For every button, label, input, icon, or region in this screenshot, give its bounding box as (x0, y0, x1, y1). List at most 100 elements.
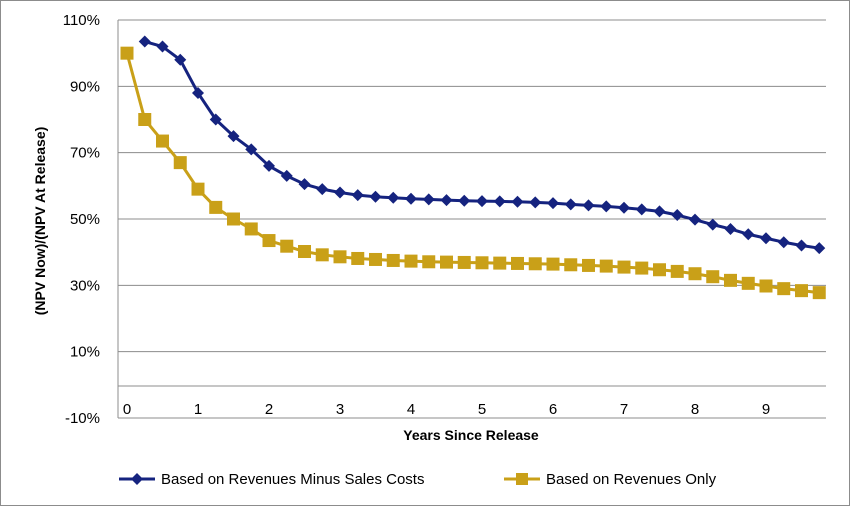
data-point (120, 46, 134, 60)
data-point (156, 40, 169, 53)
data-point (369, 252, 382, 266)
data-point (351, 251, 365, 265)
data-point (138, 35, 151, 48)
data-point (600, 200, 613, 213)
y-tick-label: 90% (70, 78, 100, 95)
y-tick-label: 110% (63, 12, 100, 29)
x-tick-label: 1 (194, 401, 202, 418)
axes (117, 20, 826, 419)
data-point (528, 257, 542, 271)
legend: Based on Revenues Minus Sales Costs Based… (119, 471, 717, 488)
data-point (351, 189, 364, 202)
x-tick-label: 3 (336, 401, 344, 418)
data-point (653, 263, 666, 277)
series-line (144, 40, 820, 250)
data-point (457, 255, 471, 269)
data-point (475, 256, 489, 270)
data-point (422, 255, 436, 269)
data-point (813, 242, 826, 255)
data-point (316, 183, 329, 196)
data-point (386, 253, 400, 267)
data-point (404, 254, 418, 268)
data-point (493, 256, 507, 270)
y-tick-label: 70% (70, 145, 100, 162)
data-point (298, 178, 311, 191)
y-tick-label: 30% (70, 277, 100, 294)
data-point (635, 203, 648, 216)
data-point (227, 212, 240, 226)
data-point (209, 113, 222, 126)
data-point (582, 258, 595, 272)
data-point (759, 279, 773, 293)
data-point (511, 195, 524, 208)
data-point (777, 236, 790, 249)
data-point (263, 159, 275, 172)
legend-marker (131, 473, 143, 485)
y-tick-label: 50% (70, 211, 100, 228)
data-point (706, 270, 720, 284)
data-point (334, 186, 346, 199)
data-point (387, 191, 400, 204)
data-point (653, 205, 666, 218)
legend-marker (516, 473, 528, 485)
data-point (262, 234, 276, 248)
data-point (227, 130, 240, 143)
data-point (564, 198, 577, 211)
data-point (724, 273, 737, 287)
data-point (174, 53, 187, 66)
data-point (440, 255, 453, 269)
data-point (191, 182, 205, 196)
data-point (670, 264, 684, 278)
data-point (245, 143, 258, 156)
data-point (671, 209, 684, 222)
series-1 (138, 35, 826, 255)
x-axis-title: Years Since Release (403, 427, 539, 443)
x-tick-label: 0 (123, 401, 131, 418)
data-point (511, 256, 524, 270)
data-point (138, 113, 152, 126)
x-tick-label: 2 (265, 401, 273, 418)
series-2 (120, 46, 826, 300)
data-point (688, 267, 702, 281)
data-point (582, 199, 595, 212)
data-point (333, 250, 347, 264)
gridlines (118, 19, 826, 419)
data-point (760, 232, 772, 245)
data-point (458, 194, 471, 207)
x-tick-label: 7 (620, 401, 628, 418)
data-point (405, 192, 417, 205)
data-point (547, 197, 559, 210)
data-point (706, 218, 719, 231)
y-tick-label: -10% (65, 410, 100, 427)
data-point (812, 286, 826, 300)
data-point (529, 196, 542, 209)
data-point (192, 86, 204, 99)
data-point (298, 245, 311, 259)
data-point (742, 228, 755, 241)
series-line (125, 52, 820, 295)
data-point (280, 169, 293, 182)
legend-item: Based on Revenues Only (504, 471, 717, 488)
data-point (724, 222, 737, 235)
data-point (599, 259, 613, 273)
series-layer (120, 35, 826, 300)
legend-label: Based on Revenues Minus Sales Costs (161, 471, 424, 488)
data-point (795, 239, 808, 252)
data-point (493, 195, 506, 208)
data-point (741, 276, 755, 290)
data-point (173, 156, 187, 170)
data-point (689, 213, 701, 226)
y-tick-label: 10% (70, 344, 100, 361)
data-point (280, 239, 294, 253)
data-point (777, 282, 791, 296)
data-point (315, 248, 329, 262)
legend-item: Based on Revenues Minus Sales Costs (119, 471, 424, 488)
data-point (617, 260, 631, 274)
x-tick-labels: 0 1 2 3 4 5 6 7 8 9 (123, 401, 770, 418)
legend-label: Based on Revenues Only (546, 471, 717, 488)
y-tick-labels: -10% 10% 30% 50% 70% 90% 110% (63, 12, 100, 427)
data-point (476, 195, 488, 208)
x-tick-label: 5 (478, 401, 486, 418)
